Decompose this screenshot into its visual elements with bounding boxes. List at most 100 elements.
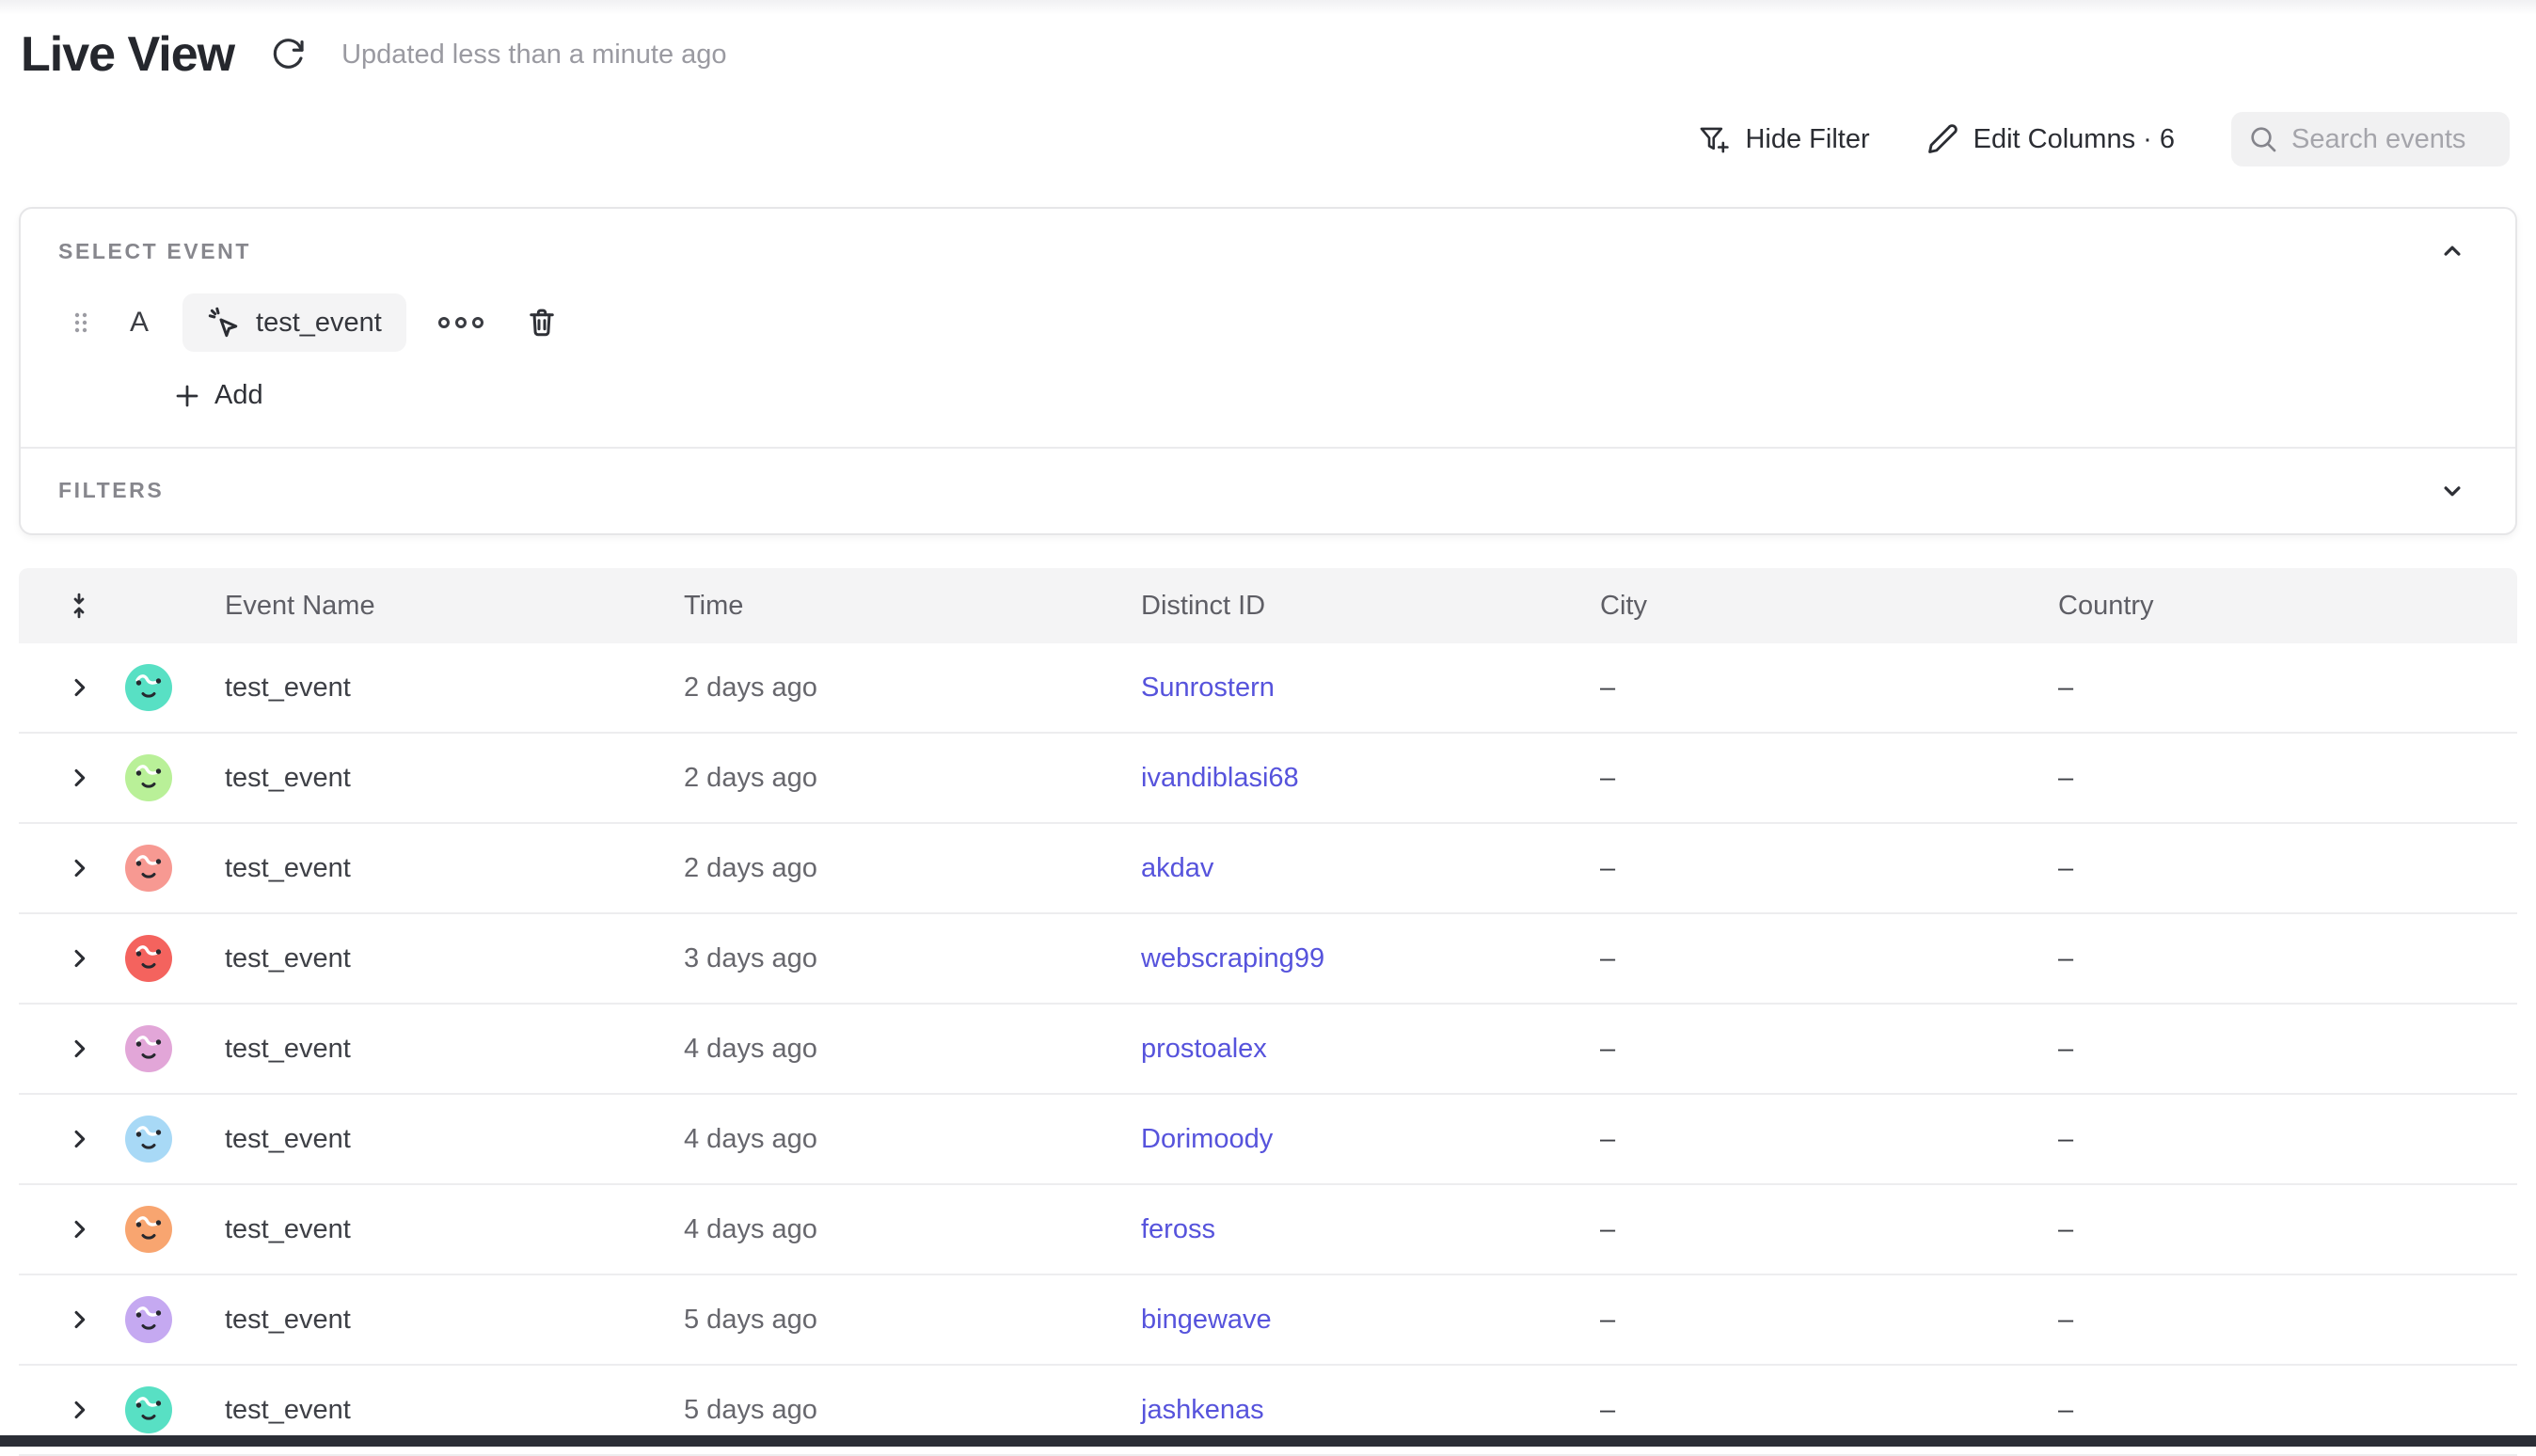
expand-row-button[interactable]	[19, 765, 125, 791]
search-box[interactable]	[2231, 112, 2510, 166]
chevron-right-icon	[66, 1306, 92, 1333]
expand-row-button[interactable]	[19, 1397, 125, 1423]
cell-time: 4 days ago	[684, 1123, 817, 1154]
cell-time: 2 days ago	[684, 672, 817, 703]
chevron-right-icon	[66, 855, 92, 881]
drag-handle[interactable]	[73, 311, 88, 334]
add-event-button[interactable]: Add	[173, 380, 263, 411]
cell-distinct-id-link[interactable]: jashkenas	[1141, 1394, 1264, 1425]
table-body: test_event 2 days ago Sunrostern – –	[19, 643, 2517, 1456]
cell-distinct-id-link[interactable]: webscraping99	[1141, 942, 1325, 973]
search-input[interactable]	[2291, 123, 2493, 155]
avatar	[125, 1025, 172, 1072]
chevron-up-icon	[2438, 237, 2466, 265]
avatar	[125, 1206, 172, 1253]
table-row: test_event 4 days ago feross – –	[19, 1185, 2517, 1275]
cell-event-name: test_event	[225, 762, 351, 793]
cell-time: 4 days ago	[684, 1213, 817, 1244]
cell-country: –	[2058, 1304, 2074, 1335]
cell-city: –	[1600, 942, 1616, 973]
expand-row-button[interactable]	[19, 1306, 125, 1333]
expand-row-button[interactable]	[19, 855, 125, 881]
avatar	[125, 1296, 172, 1343]
cell-distinct-id-link[interactable]: feross	[1141, 1213, 1215, 1244]
chevron-down-icon	[2438, 477, 2466, 505]
cell-distinct-id-link[interactable]: ivandiblasi68	[1141, 762, 1299, 793]
collapse-section-button[interactable]	[2438, 237, 2478, 265]
cell-time: 5 days ago	[684, 1304, 817, 1335]
column-header-distinct-id[interactable]: Distinct ID	[1141, 590, 1266, 621]
cell-distinct-id-link[interactable]: Sunrostern	[1141, 672, 1275, 703]
expand-row-button[interactable]	[19, 1126, 125, 1152]
avatar	[125, 1386, 172, 1433]
select-event-section: SELECT EVENT A	[21, 209, 2515, 447]
chevron-right-icon	[66, 1126, 92, 1152]
expand-filters-button[interactable]	[2438, 477, 2478, 505]
cell-event-name: test_event	[225, 942, 351, 973]
table-row: test_event 3 days ago webscraping99 – –	[19, 914, 2517, 1005]
cursor-click-icon	[207, 306, 241, 340]
column-header-city[interactable]: City	[1600, 590, 1647, 621]
avatar	[125, 754, 172, 801]
cell-distinct-id-link[interactable]: Dorimoody	[1141, 1123, 1274, 1154]
cell-city: –	[1600, 1213, 1616, 1244]
add-button-label: Add	[214, 380, 263, 410]
query-builder-card: SELECT EVENT A	[19, 207, 2517, 535]
expand-row-button[interactable]	[19, 945, 125, 972]
cell-city: –	[1600, 1304, 1616, 1335]
select-event-label: SELECT EVENT	[58, 238, 252, 263]
event-selector-chip[interactable]: test_event	[182, 293, 406, 352]
expand-row-button[interactable]	[19, 674, 125, 701]
page-header: Live View Updated less than a minute ago	[21, 24, 727, 85]
pencil-icon	[1926, 123, 1958, 155]
drag-handle-icon	[73, 311, 88, 334]
column-header-event-name[interactable]: Event Name	[225, 590, 375, 621]
avatar	[125, 935, 172, 982]
cell-country: –	[2058, 762, 2074, 793]
cell-time: 4 days ago	[684, 1033, 817, 1064]
updated-status-text: Updated less than a minute ago	[341, 39, 727, 70]
event-options-button[interactable]	[437, 317, 483, 328]
edit-columns-label: Edit Columns · 6	[1973, 123, 2175, 154]
event-row-A: A test_event	[58, 293, 2478, 352]
collapse-all-button[interactable]	[19, 592, 125, 620]
event-row-letter: A	[130, 307, 150, 338]
column-header-time[interactable]: Time	[684, 590, 744, 621]
chevron-right-icon	[66, 674, 92, 701]
cell-time: 3 days ago	[684, 942, 817, 973]
chevron-right-icon	[66, 765, 92, 791]
column-header-country[interactable]: Country	[2058, 590, 2154, 621]
cell-event-name: test_event	[225, 1394, 351, 1425]
cell-distinct-id-link[interactable]: bingewave	[1141, 1304, 1272, 1335]
hide-filter-button[interactable]: Hide Filter	[1698, 123, 1870, 155]
cell-event-name: test_event	[225, 1213, 351, 1244]
table-row: test_event 4 days ago Dorimoody – –	[19, 1095, 2517, 1185]
cell-country: –	[2058, 1123, 2074, 1154]
dot-icon	[471, 317, 483, 328]
page-title: Live View	[21, 27, 235, 82]
filters-section[interactable]: FILTERS	[21, 446, 2515, 533]
expand-row-button[interactable]	[19, 1216, 125, 1242]
cell-country: –	[2058, 1394, 2074, 1425]
cell-event-name: test_event	[225, 1033, 351, 1064]
chevron-right-icon	[66, 1036, 92, 1062]
edit-columns-button[interactable]: Edit Columns · 6	[1926, 123, 2175, 155]
expand-row-button[interactable]	[19, 1036, 125, 1062]
events-table: Event Name Time Distinct ID City Country	[19, 568, 2517, 1456]
dot-icon	[454, 317, 467, 328]
cell-distinct-id-link[interactable]: akdav	[1141, 852, 1214, 883]
cell-country: –	[2058, 672, 2074, 703]
cell-distinct-id-link[interactable]: prostoalex	[1141, 1033, 1267, 1064]
dot-icon	[437, 317, 450, 328]
chevron-right-icon	[66, 1397, 92, 1423]
refresh-button[interactable]	[270, 37, 306, 72]
cell-city: –	[1600, 672, 1616, 703]
table-row: test_event 2 days ago Sunrostern – –	[19, 643, 2517, 734]
event-chip-label: test_event	[256, 307, 382, 338]
cell-city: –	[1600, 1394, 1616, 1425]
cell-time: 2 days ago	[684, 762, 817, 793]
cell-time: 2 days ago	[684, 852, 817, 883]
delete-event-button[interactable]	[525, 306, 559, 340]
table-row: test_event 2 days ago ivandiblasi68 – –	[19, 734, 2517, 824]
table-row: test_event 4 days ago prostoalex – –	[19, 1005, 2517, 1095]
